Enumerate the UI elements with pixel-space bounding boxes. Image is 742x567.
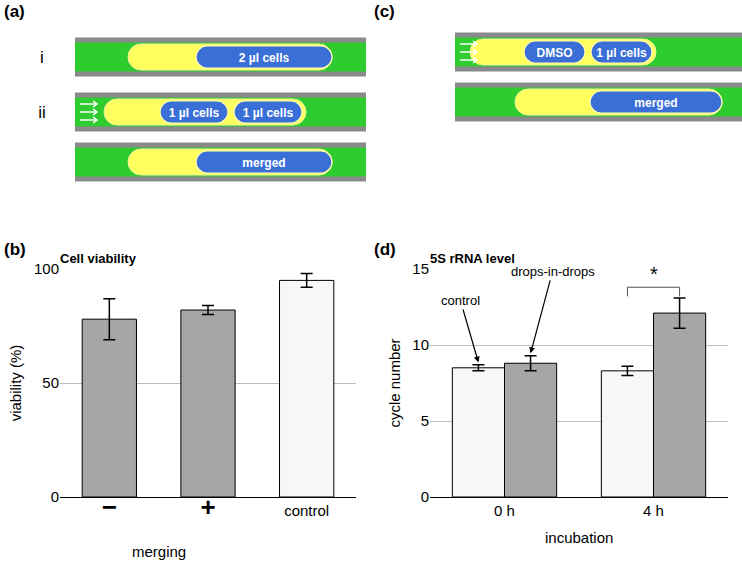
svg-text:50: 50 (42, 374, 59, 391)
html-text:(c): (c) (374, 2, 395, 21)
svg-text:viability (%): viability (%) (7, 345, 24, 422)
svg-text:100: 100 (34, 260, 59, 277)
svg-text:control: control (441, 293, 480, 308)
svg-text:5: 5 (421, 412, 429, 429)
html-text:(d): (d) (374, 240, 396, 259)
svg-text:i: i (40, 48, 44, 67)
svg-text:merging: merging (132, 543, 186, 560)
svg-text:cycle number: cycle number (386, 338, 403, 427)
svg-text:4 h: 4 h (643, 502, 664, 519)
svg-text:Cell viability: Cell viability (60, 251, 137, 266)
svg-text:drops-in-drops: drops-in-drops (511, 264, 595, 279)
svg-text:10: 10 (412, 336, 429, 353)
svg-text:DMSO: DMSO (537, 46, 573, 60)
svg-text:15: 15 (412, 260, 429, 277)
html-text:(a): (a) (4, 2, 25, 21)
svg-text:5S rRNA level: 5S rRNA level (430, 251, 515, 266)
svg-text:−: − (102, 492, 117, 522)
svg-text:*: * (650, 263, 658, 285)
svg-text:incubation: incubation (545, 529, 613, 546)
svg-text:0 h: 0 h (494, 502, 515, 519)
svg-text:1 µl cells: 1 µl cells (596, 46, 647, 60)
svg-text:2 µl cells: 2 µl cells (239, 51, 290, 65)
svg-text:merged: merged (242, 156, 285, 170)
svg-text:+: + (200, 492, 215, 522)
svg-text:1 µl cells: 1 µl cells (169, 106, 220, 120)
html-text:(b): (b) (4, 240, 26, 259)
svg-text:1 µl cells: 1 µl cells (243, 106, 294, 120)
svg-text:0: 0 (421, 488, 429, 505)
svg-text:0: 0 (51, 488, 59, 505)
svg-text:merged: merged (634, 96, 677, 110)
svg-text:control: control (284, 502, 329, 519)
svg-text:ii: ii (38, 103, 46, 122)
